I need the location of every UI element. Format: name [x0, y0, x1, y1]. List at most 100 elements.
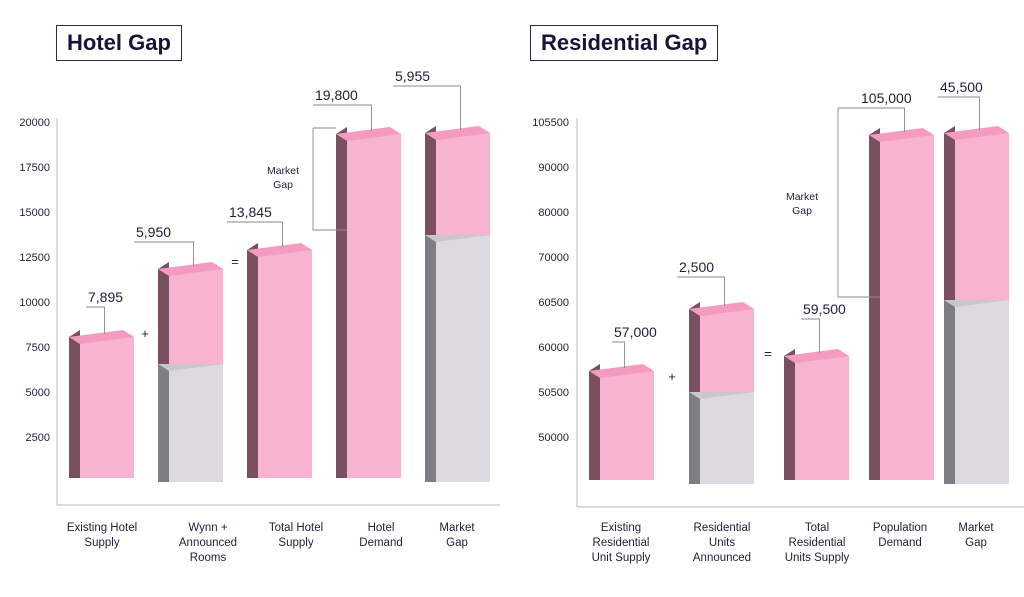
residential-annotation-text: Gap: [792, 205, 812, 217]
residential-y-tick-label: 90000: [538, 162, 569, 174]
residential-category-label: Existing: [601, 522, 641, 534]
residential-bar-segment-front: [600, 371, 654, 480]
hotel-category-label: Existing Hotel: [67, 522, 137, 534]
residential-data-label: 105,000: [861, 90, 912, 106]
residential-bar-segment-top: [689, 302, 754, 316]
residential-data-label: 57,000: [614, 324, 657, 340]
residential-chart: 50000 50500 60000 60500 70000 80000 90000 10550…: [532, 79, 1024, 564]
residential-y-tick-label: 80000: [538, 207, 569, 219]
hotel-bar-segment-front: [80, 337, 134, 478]
residential-category-label: Total: [805, 522, 829, 534]
hotel-bar-segment-front: [169, 269, 223, 364]
hotel-annotation-text: Gap: [273, 179, 293, 191]
residential-y-tick-label: 60000: [538, 342, 569, 354]
hotel-bar-3: [336, 127, 401, 478]
residential-gap-title: Residential Gap: [530, 25, 719, 61]
residential-category-label: Gap: [965, 537, 987, 549]
residential-y-tick-label: 50500: [538, 387, 569, 399]
hotel-y-tick-label: 17500: [19, 162, 50, 174]
hotel-data-label: 5,950: [136, 224, 171, 240]
hotel-category-label: Gap: [446, 537, 468, 549]
residential-bar-segment-side-shade: [944, 133, 955, 300]
hotel-leader-line: [86, 306, 105, 334]
hotel-bar-base-front: [436, 235, 490, 482]
residential-data-label: 45,500: [940, 79, 983, 95]
hotel-category-label: Total Hotel: [269, 522, 323, 534]
hotel-data-label: 13,845: [229, 204, 272, 220]
residential-bar-segment-front: [795, 356, 849, 480]
residential-bar-segment-top: [944, 126, 1009, 140]
residential-y-tick-label: 60500: [538, 297, 569, 309]
hotel-leader-line: [393, 85, 461, 130]
residential-category-label: Market: [958, 522, 994, 534]
residential-bar-segment-side-shade: [869, 135, 880, 480]
residential-bar-segment-top: [869, 128, 934, 142]
residential-leader-line: [612, 341, 625, 368]
hotel-category-label: Market: [439, 522, 475, 534]
hotel-category-label: Hotel: [368, 522, 395, 534]
residential-bar-base-front: [700, 392, 754, 484]
residential-bar-segment-side-shade: [784, 356, 795, 480]
hotel-y-tick-label: 20000: [19, 117, 50, 129]
residential-bar-segment-front: [955, 133, 1009, 300]
hotel-bar-segment-top: [425, 126, 490, 140]
hotel-operator: =: [231, 254, 239, 269]
residential-leader-line: [938, 96, 980, 130]
hotel-data-label: 5,955: [395, 68, 430, 84]
hotel-bar-segment-side-shade: [247, 250, 258, 478]
hotel-bar-base-front: [169, 364, 223, 482]
residential-category-label: Demand: [878, 537, 921, 549]
hotel-leader-line: [313, 104, 372, 131]
hotel-bar-0: [69, 330, 134, 478]
hotel-leader-line: [134, 241, 194, 266]
residential-bar-3: [869, 128, 934, 480]
residential-y-tick-label: 50000: [538, 432, 569, 444]
residential-category-label: Unit Supply: [592, 552, 651, 564]
hotel-category-label: Supply: [84, 537, 119, 549]
hotel-bar-segment-side-shade: [158, 269, 169, 364]
hotel-data-label: 7,895: [88, 289, 123, 305]
residential-bar-base-side-shade: [689, 392, 700, 484]
residential-leader-line: [801, 318, 820, 353]
hotel-annotation-text: Market: [267, 165, 299, 177]
hotel-gap-title: Hotel Gap: [56, 25, 182, 61]
hotel-y-tick-label: 2500: [26, 432, 50, 444]
hotel-bar-base-side-shade: [425, 235, 436, 482]
residential-category-label: Population: [873, 522, 927, 534]
hotel-annotation-bracket: [312, 127, 347, 231]
residential-category-label: Units Supply: [785, 552, 850, 564]
hotel-y-tick-label: 10000: [19, 297, 50, 309]
hotel-bar-4: [425, 126, 490, 482]
residential-bar-1: [689, 302, 754, 484]
hotel-bar-segment-front: [258, 250, 312, 478]
hotel-category-label: Wynn +: [188, 522, 227, 534]
residential-category-label: Residential: [694, 522, 751, 534]
residential-bar-segment-side-shade: [689, 309, 700, 392]
hotel-bar-segment-top: [336, 127, 401, 141]
residential-category-label: Units: [709, 537, 735, 549]
hotel-bar-segment-top: [158, 262, 223, 276]
hotel-bar-2: [247, 243, 312, 478]
residential-bar-base-side-shade: [944, 300, 955, 484]
hotel-y-tick-label: 12500: [19, 252, 50, 264]
residential-bar-4: [944, 126, 1009, 484]
hotel-data-label: 19,800: [315, 87, 358, 103]
hotel-y-tick-label: 15000: [19, 207, 50, 219]
residential-bar-0: [589, 364, 654, 480]
hotel-bar-segment-side-shade: [69, 337, 80, 478]
residential-y-tick-label: 70000: [538, 252, 569, 264]
residential-bar-base-front: [955, 300, 1009, 484]
residential-annotation-text: Market: [786, 191, 818, 203]
hotel-leader-line: [227, 221, 283, 247]
hotel-bar-segment-side-shade: [336, 134, 347, 478]
residential-operator: +: [668, 369, 676, 384]
hotel-bar-segment-top: [69, 330, 134, 344]
residential-leader-line: [677, 276, 725, 306]
residential-bar-segment-top: [784, 349, 849, 363]
hotel-y-tick-label: 7500: [26, 342, 50, 354]
hotel-chart: 2500 5000 7500 10000 12500 15000 17500 20000 7,8…: [19, 68, 500, 564]
residential-data-label: 2,500: [679, 259, 714, 275]
hotel-bar-base-side-shade: [158, 364, 169, 482]
residential-annotation-bracket: [837, 107, 880, 298]
